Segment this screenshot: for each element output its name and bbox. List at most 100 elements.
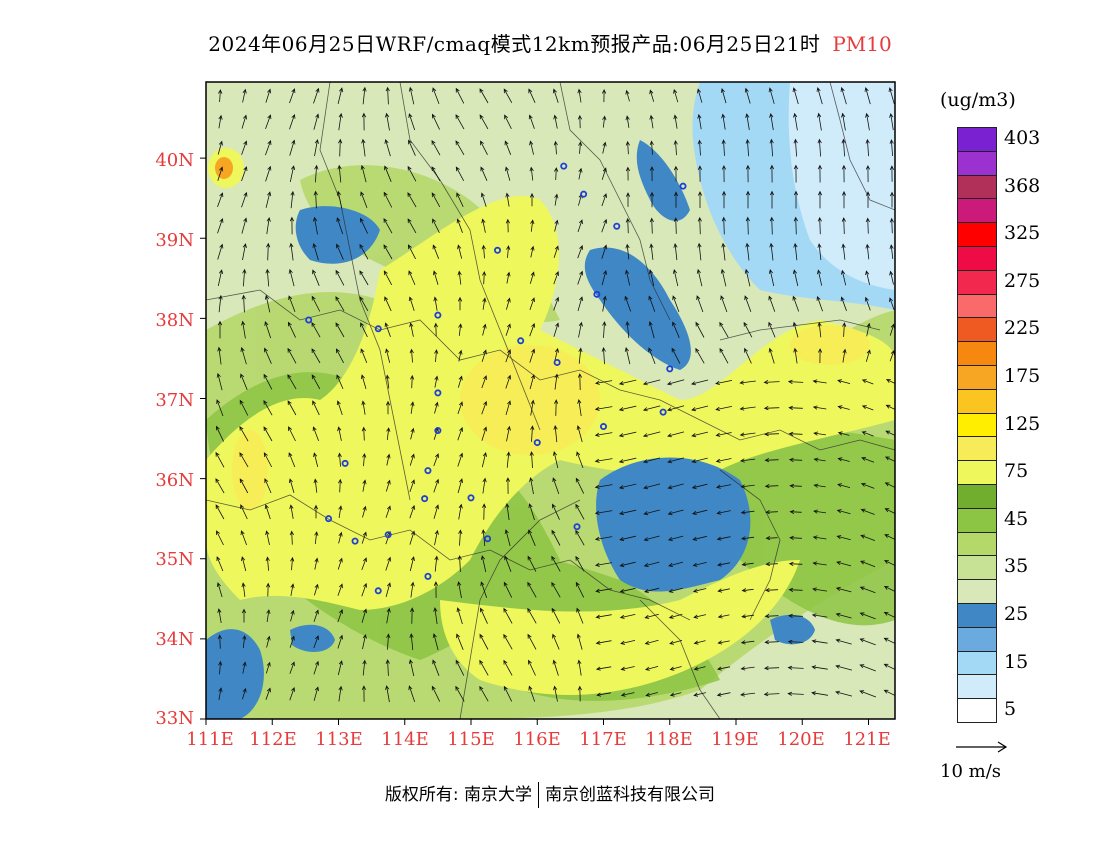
station-marker	[659, 408, 667, 416]
lon-label: 114E	[381, 729, 429, 750]
wind-arrow	[841, 269, 847, 286]
wind-arrow	[241, 320, 246, 339]
wind-arrow	[506, 451, 511, 468]
wind-arrow	[793, 242, 798, 261]
station-marker	[434, 311, 442, 319]
wind-arrow	[865, 217, 870, 234]
wind-arrow	[218, 89, 223, 103]
wind-arrow	[433, 296, 438, 311]
wind-arrow	[337, 452, 342, 467]
wind-arrow	[595, 588, 612, 593]
wind-arrow	[576, 451, 584, 469]
wind-arrow	[740, 692, 756, 697]
wind-arrow	[338, 531, 343, 544]
wind-arrow	[530, 245, 535, 258]
wind-arrow	[431, 140, 441, 156]
wind-arrow	[553, 114, 558, 129]
wind-arrow	[337, 583, 343, 596]
wind-arrow	[386, 453, 391, 466]
wind-arrow	[577, 685, 582, 702]
station-marker	[493, 246, 501, 254]
axis-ticks	[200, 157, 869, 725]
station-marker	[374, 587, 382, 595]
wind-arrow	[529, 451, 534, 469]
wind-arrow	[765, 536, 778, 541]
station-marker	[613, 222, 621, 230]
wind-arrow	[884, 508, 895, 514]
wind-arrow	[578, 347, 583, 364]
wind-arrow	[432, 218, 440, 233]
lat-label: 35N	[155, 549, 194, 570]
legend-swatch	[957, 698, 997, 723]
wind-arrow	[408, 113, 416, 131]
wind-arrow	[673, 217, 678, 234]
wind-arrow	[311, 374, 321, 390]
wind-arrow	[264, 347, 272, 364]
wind-arrow	[673, 88, 679, 103]
wind-arrow	[553, 685, 558, 702]
wind-arrow	[841, 190, 847, 209]
wind-arrow	[672, 269, 679, 287]
wind-arrow	[715, 380, 733, 385]
wind-arrow	[575, 581, 585, 598]
wind-arrow	[697, 88, 703, 103]
wind-arrow	[553, 245, 559, 258]
wind-arrow	[697, 191, 703, 208]
map-frame	[205, 81, 896, 720]
wind-arrow	[503, 659, 513, 676]
wind-arrow	[409, 530, 416, 545]
wind-arrow	[287, 374, 297, 390]
wind-arrow	[792, 321, 799, 338]
wind-arrow	[265, 530, 270, 545]
wind-arrow	[576, 425, 583, 443]
wind-arrow	[602, 321, 607, 338]
legend-label: 75	[1004, 460, 1029, 483]
wind-arrow	[745, 164, 751, 183]
wind-arrow	[740, 484, 755, 489]
wind-arrow	[383, 244, 393, 260]
wind-arrow	[669, 692, 682, 697]
concentration-band-15-25	[206, 140, 815, 719]
wind-arrow	[216, 399, 224, 417]
wind-arrow	[242, 268, 247, 287]
wind-arrow	[643, 535, 660, 542]
wind-arrow	[721, 164, 727, 183]
wind-arrow	[264, 321, 272, 339]
wind-arrow	[457, 581, 462, 599]
wind-arrow	[337, 660, 343, 676]
wind-arrow	[505, 477, 511, 494]
wind-arrow	[265, 88, 272, 103]
wind-arrow	[218, 660, 223, 675]
wind-arrow	[433, 478, 440, 493]
wind-arrow	[883, 612, 895, 618]
wind-arrow	[817, 112, 822, 131]
wind-arrow	[643, 587, 660, 593]
wind-arrow	[837, 431, 850, 436]
legend-swatch	[957, 412, 997, 438]
wind-arrow	[240, 346, 247, 365]
wind-arrow	[625, 320, 630, 339]
wind-arrow	[481, 218, 486, 233]
wind-arrow	[554, 167, 559, 181]
station-marker	[560, 162, 568, 170]
station-marker	[341, 459, 349, 467]
wind-arrow	[601, 193, 607, 207]
wind-arrow	[482, 477, 487, 494]
wind-arrow	[696, 268, 703, 287]
wind-arrow	[865, 243, 870, 260]
wind-arrow	[716, 536, 731, 541]
wind-arrow	[739, 406, 756, 411]
wind-arrow	[649, 166, 655, 182]
wind-arrow	[673, 165, 679, 182]
wind-arrow	[506, 245, 511, 258]
wind-arrow	[813, 457, 826, 462]
wind-arrow	[865, 112, 870, 131]
wind-arrow	[763, 692, 780, 697]
wind-arrow	[335, 296, 345, 312]
wind-arrow	[384, 165, 392, 182]
wind-arrow	[242, 243, 247, 261]
wind-arrow	[645, 692, 658, 697]
wind-arrow	[552, 477, 560, 495]
wind-arrow	[667, 457, 685, 464]
wind-arrow	[479, 88, 489, 104]
